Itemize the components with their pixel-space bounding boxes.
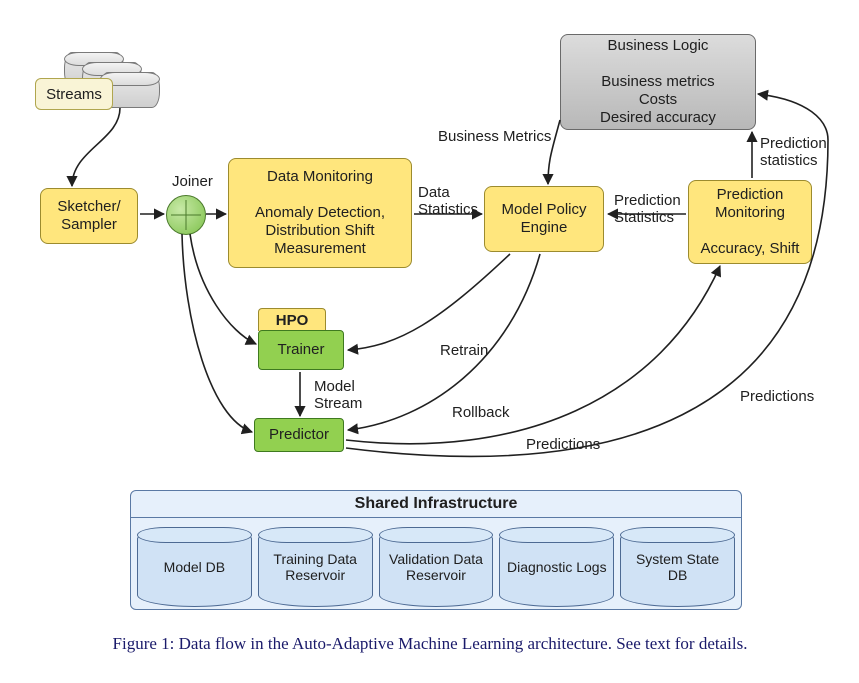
model-stream-label: Model Stream bbox=[314, 378, 362, 412]
prediction-statistics-label: Prediction Statistics bbox=[614, 192, 681, 226]
db-diagnostic: Diagnostic Logs bbox=[499, 527, 614, 607]
db-state: System State DB bbox=[620, 527, 735, 607]
data-monitoring-text: Data Monitoring Anomaly Detection, Distr… bbox=[255, 168, 385, 258]
prediction-monitoring-text: Prediction Monitoring Accuracy, Shift bbox=[701, 186, 800, 258]
trainer-node: Trainer bbox=[258, 330, 344, 370]
model-policy-engine-text: Model Policy Engine bbox=[501, 201, 586, 237]
shared-infrastructure-box: Shared Infrastructure Model DB Training … bbox=[130, 490, 742, 610]
streams-label: Streams bbox=[35, 78, 113, 110]
db-training: Training Data Reservoir bbox=[258, 527, 373, 607]
sketcher-sampler-node: Sketcher/ Sampler bbox=[40, 188, 138, 244]
business-metrics-label: Business Metrics bbox=[438, 128, 551, 145]
data-statistics-label: Data Statistics bbox=[418, 184, 478, 218]
joiner-label: Joiner bbox=[172, 173, 213, 190]
db-validation: Validation Data Reservoir bbox=[379, 527, 494, 607]
hpo-text: HPO bbox=[276, 312, 309, 329]
model-policy-engine-node: Model Policy Engine bbox=[484, 186, 604, 252]
predictor-text: Predictor bbox=[269, 426, 329, 444]
shared-infrastructure-body: Model DB Training Data Reservoir Validat… bbox=[131, 518, 741, 616]
joiner-icon bbox=[166, 195, 206, 235]
sketcher-sampler-text: Sketcher/ Sampler bbox=[57, 198, 120, 234]
prediction-monitoring-node: Prediction Monitoring Accuracy, Shift bbox=[688, 180, 812, 264]
predictor-node: Predictor bbox=[254, 418, 344, 452]
rollback-label: Rollback bbox=[452, 404, 510, 421]
shared-infrastructure-title: Shared Infrastructure bbox=[131, 491, 741, 518]
business-logic-node: Business Logic Business metrics Costs De… bbox=[560, 34, 756, 130]
prediction-statistics-top-label: Prediction statistics bbox=[760, 135, 827, 169]
retrain-label: Retrain bbox=[440, 342, 488, 359]
db-model: Model DB bbox=[137, 527, 252, 607]
predictions-label: Predictions bbox=[526, 436, 600, 453]
trainer-text: Trainer bbox=[278, 341, 325, 359]
business-logic-text: Business Logic Business metrics Costs De… bbox=[600, 37, 716, 127]
figure-caption: Figure 1: Data flow in the Auto-Adaptive… bbox=[80, 634, 780, 654]
predictions-right-label: Predictions bbox=[740, 388, 814, 405]
hpo-tab: HPO bbox=[258, 308, 326, 331]
streams-text: Streams bbox=[46, 86, 102, 103]
data-monitoring-node: Data Monitoring Anomaly Detection, Distr… bbox=[228, 158, 412, 268]
